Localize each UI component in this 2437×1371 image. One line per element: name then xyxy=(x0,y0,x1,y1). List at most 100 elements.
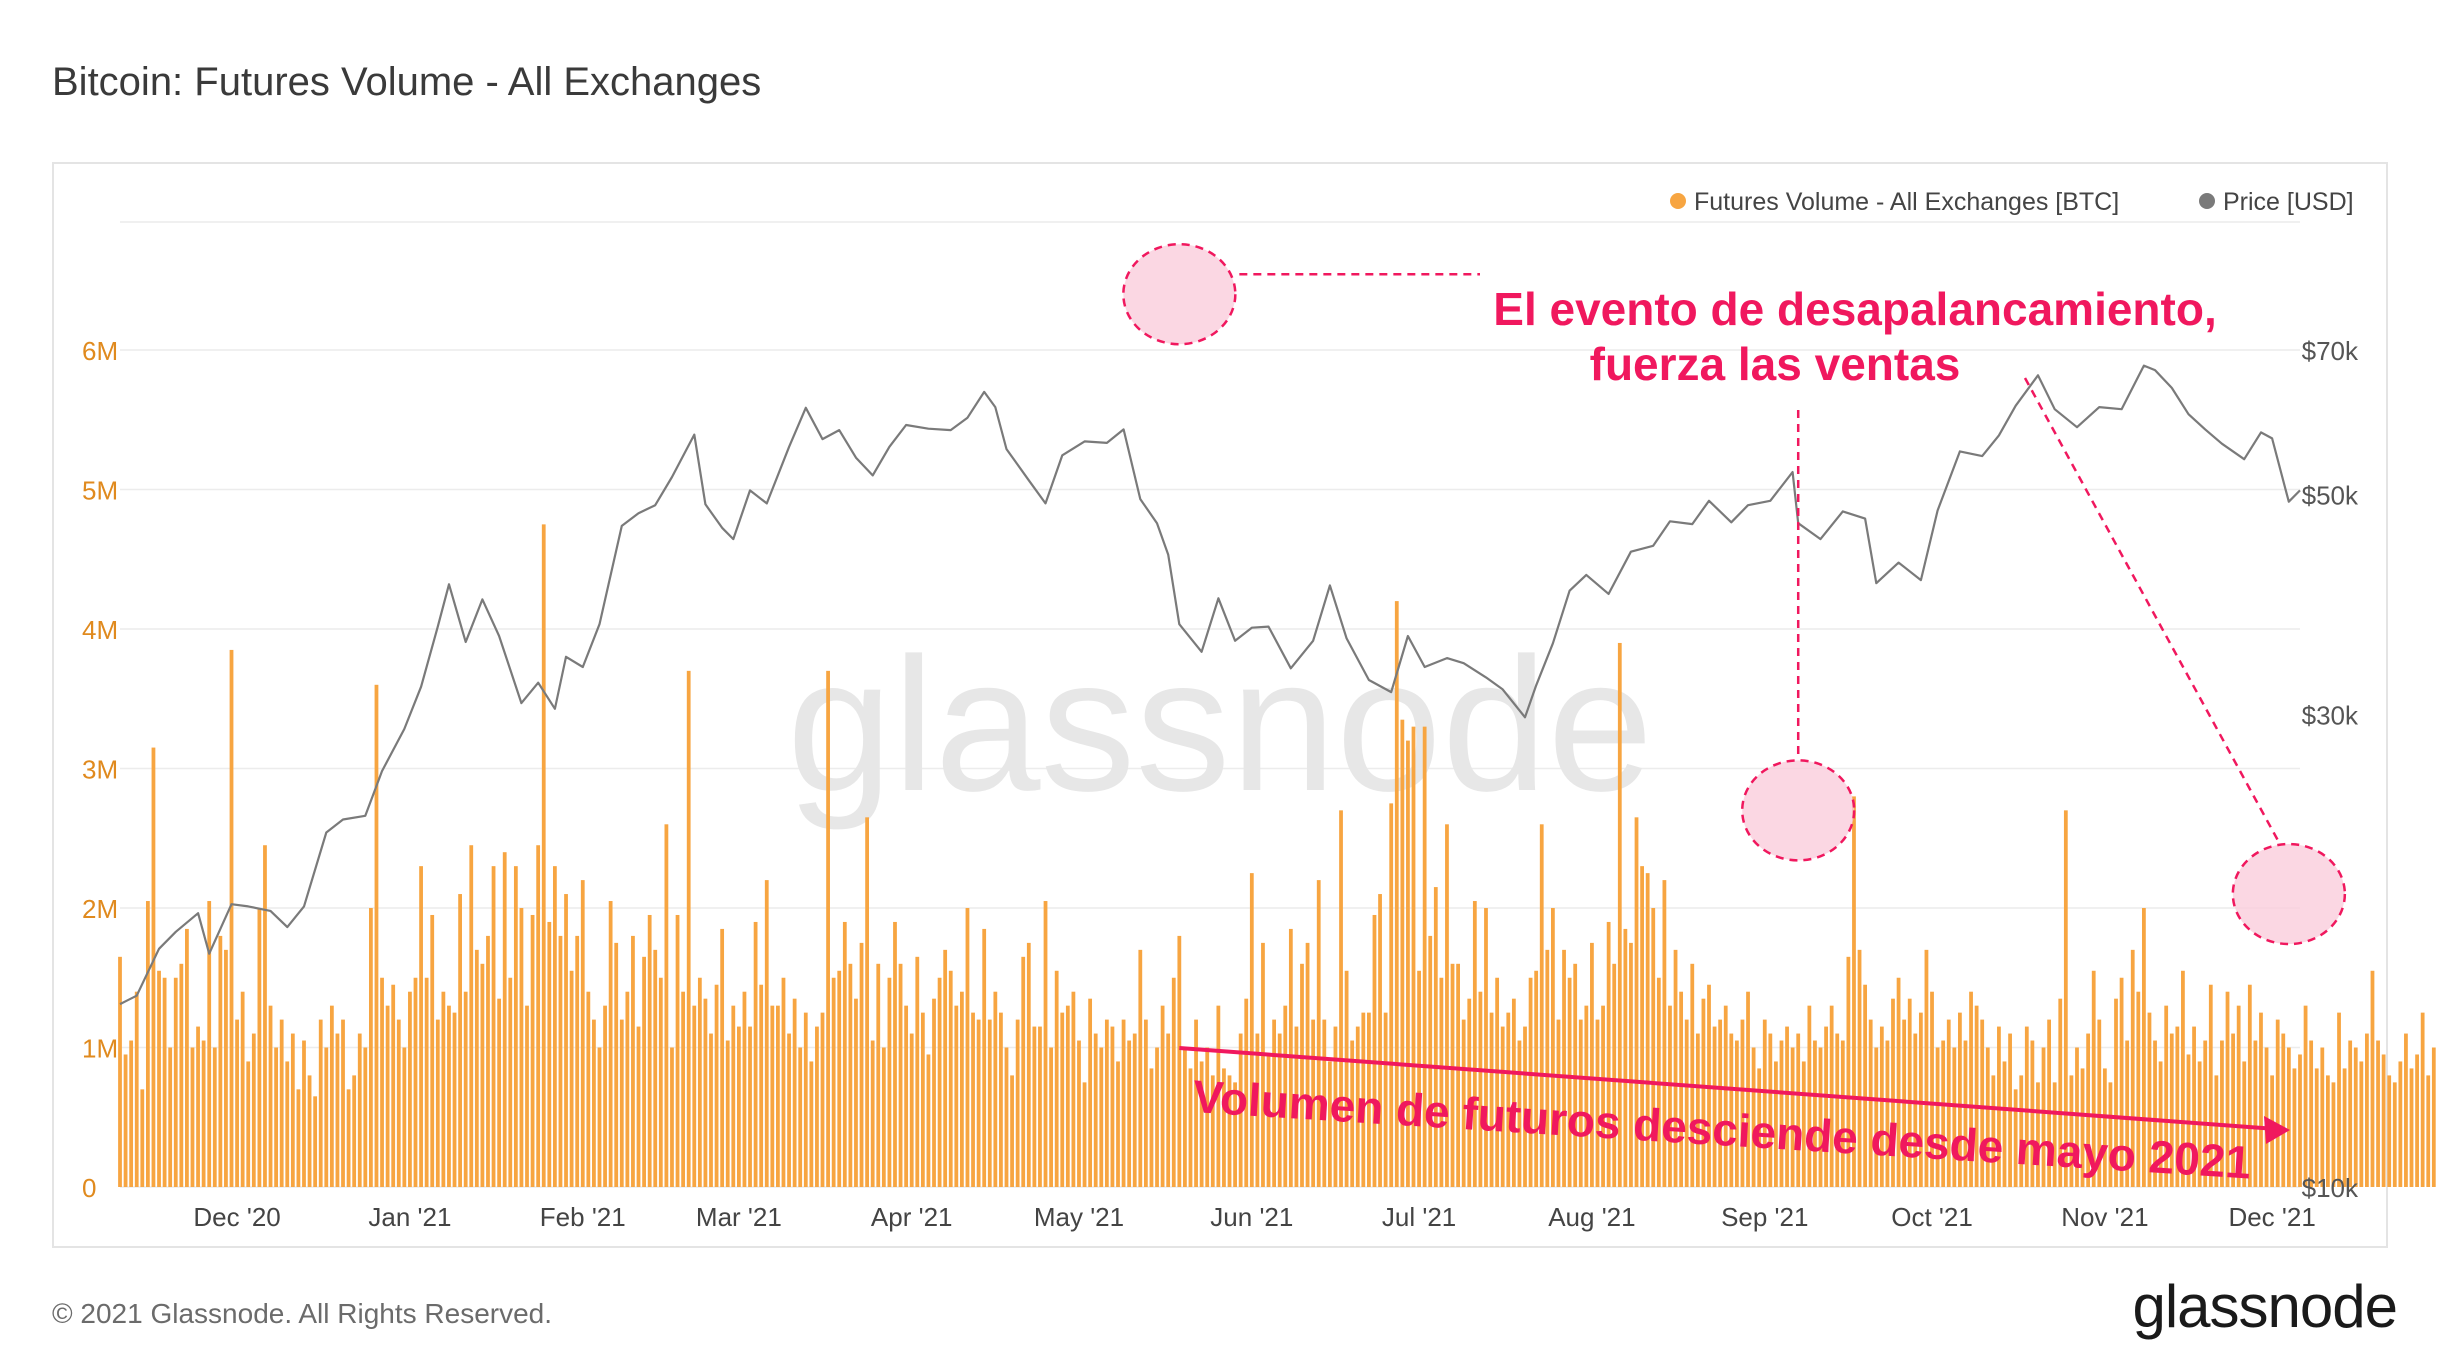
volume-bar xyxy=(1049,1047,1053,1187)
volume-bar xyxy=(631,935,635,1187)
volume-bar xyxy=(842,921,847,1187)
volume-bar xyxy=(1935,1047,1940,1187)
volume-bar xyxy=(1757,1068,1762,1187)
highlight-circle xyxy=(2231,842,2347,946)
volume-bar xyxy=(2203,1040,2208,1187)
x-tick-label: Oct '21 xyxy=(1891,1202,1973,1232)
volume-bar xyxy=(1863,984,1868,1187)
legend-marker-volume xyxy=(1670,193,1686,209)
volume-bar xyxy=(413,977,418,1187)
volume-bar xyxy=(2420,1012,2425,1187)
volume-bar xyxy=(1584,1005,1589,1187)
volume-bar xyxy=(597,1047,602,1187)
volume-bar xyxy=(2275,1019,2280,1187)
volume-bar xyxy=(2286,1047,2291,1187)
volume-bar xyxy=(759,984,764,1187)
volume-bar xyxy=(898,963,903,1187)
volume-bar xyxy=(1835,1033,1840,1187)
volume-bar xyxy=(497,998,502,1187)
volume-bar xyxy=(943,949,948,1187)
volume-bar xyxy=(714,984,719,1187)
volume-bar xyxy=(268,1005,273,1187)
volume-bar xyxy=(1606,921,1611,1187)
volume-bar xyxy=(1188,1068,1193,1187)
volume-bar xyxy=(474,949,479,1187)
volume-bar xyxy=(2080,1068,2085,1187)
volume-bar xyxy=(1355,1026,1360,1187)
highlight-circle xyxy=(1122,242,1237,346)
volume-bar xyxy=(1578,1019,1583,1187)
x-tick-label: Dec '21 xyxy=(2228,1202,2315,1232)
volume-bar xyxy=(502,852,507,1187)
volume-bar xyxy=(1032,1026,1037,1187)
volume-bar xyxy=(642,956,646,1187)
volume-bar xyxy=(982,928,987,1187)
y-right-tick-label: $10k xyxy=(2302,1173,2359,1203)
connector-line xyxy=(2023,377,2280,843)
legend-marker-price xyxy=(2199,193,2215,209)
volume-bar xyxy=(396,1019,401,1187)
volume-bar xyxy=(854,998,858,1187)
volume-bar xyxy=(625,991,630,1187)
volume-bar xyxy=(2231,1033,2235,1187)
volume-bar xyxy=(1138,949,1143,1187)
volume-bar xyxy=(603,1005,607,1187)
volume-bar xyxy=(670,1047,674,1187)
volume-bar xyxy=(441,991,446,1187)
volume-bar xyxy=(2247,984,2252,1187)
volume-bar xyxy=(185,928,189,1187)
volume-bar xyxy=(324,1047,329,1187)
y-left-tick-label: 5M xyxy=(82,476,118,506)
volume-bar xyxy=(2147,1012,2152,1187)
volume-bar xyxy=(2381,1054,2386,1187)
volume-bar xyxy=(1550,908,1555,1187)
volume-bar xyxy=(664,824,669,1187)
volume-bar xyxy=(140,1089,145,1187)
volume-bar xyxy=(1389,803,1394,1187)
volume-bar xyxy=(1523,1026,1527,1187)
volume-bar xyxy=(1751,1047,1756,1187)
volume-bar xyxy=(341,1019,345,1187)
legend-label-price: Price [USD] xyxy=(2223,188,2354,216)
volume-bar xyxy=(781,977,786,1187)
volume-bar xyxy=(1595,1019,1600,1187)
volume-bar xyxy=(586,991,591,1187)
y-left-tick-label: 6M xyxy=(82,336,118,366)
volume-bar xyxy=(380,977,384,1187)
volume-bar xyxy=(1277,1033,1282,1187)
volume-bar xyxy=(536,845,541,1187)
volume-bar xyxy=(1378,894,1382,1187)
volume-bar xyxy=(162,977,167,1187)
volume-bar xyxy=(307,1075,312,1187)
volume-bar xyxy=(1088,998,1093,1187)
volume-bar xyxy=(1439,977,1444,1187)
volume-bar xyxy=(318,1019,323,1187)
volume-bar xyxy=(452,1012,457,1187)
volume-bar xyxy=(2236,1005,2241,1187)
volume-bar xyxy=(2309,1040,2314,1187)
volume-bar xyxy=(1590,942,1594,1187)
volume-bar xyxy=(2069,1075,2074,1187)
volume-bar xyxy=(1121,1019,1126,1187)
volume-bar xyxy=(653,949,658,1187)
volume-bar xyxy=(1350,1040,1355,1187)
volume-bar xyxy=(803,1012,808,1187)
volume-bar xyxy=(447,1005,451,1187)
volume-bar xyxy=(681,991,686,1187)
volume-bar xyxy=(201,1040,206,1187)
volume-bar xyxy=(2259,1012,2263,1187)
volume-bar xyxy=(1456,963,1460,1187)
volume-bar xyxy=(647,914,652,1187)
volume-bar xyxy=(463,991,468,1187)
volume-bar xyxy=(2353,1047,2358,1187)
volume-bar xyxy=(1344,970,1349,1187)
volume-bar xyxy=(592,1019,596,1187)
volume-bar xyxy=(686,670,691,1187)
volume-bar xyxy=(1768,1033,1773,1187)
volume-bar xyxy=(430,914,435,1187)
volume-bar xyxy=(274,1047,279,1187)
volume-bar xyxy=(2281,1033,2286,1187)
x-tick-label: Jun '21 xyxy=(1210,1202,1293,1232)
volume-bar xyxy=(279,1019,284,1187)
volume-bar xyxy=(960,991,964,1187)
